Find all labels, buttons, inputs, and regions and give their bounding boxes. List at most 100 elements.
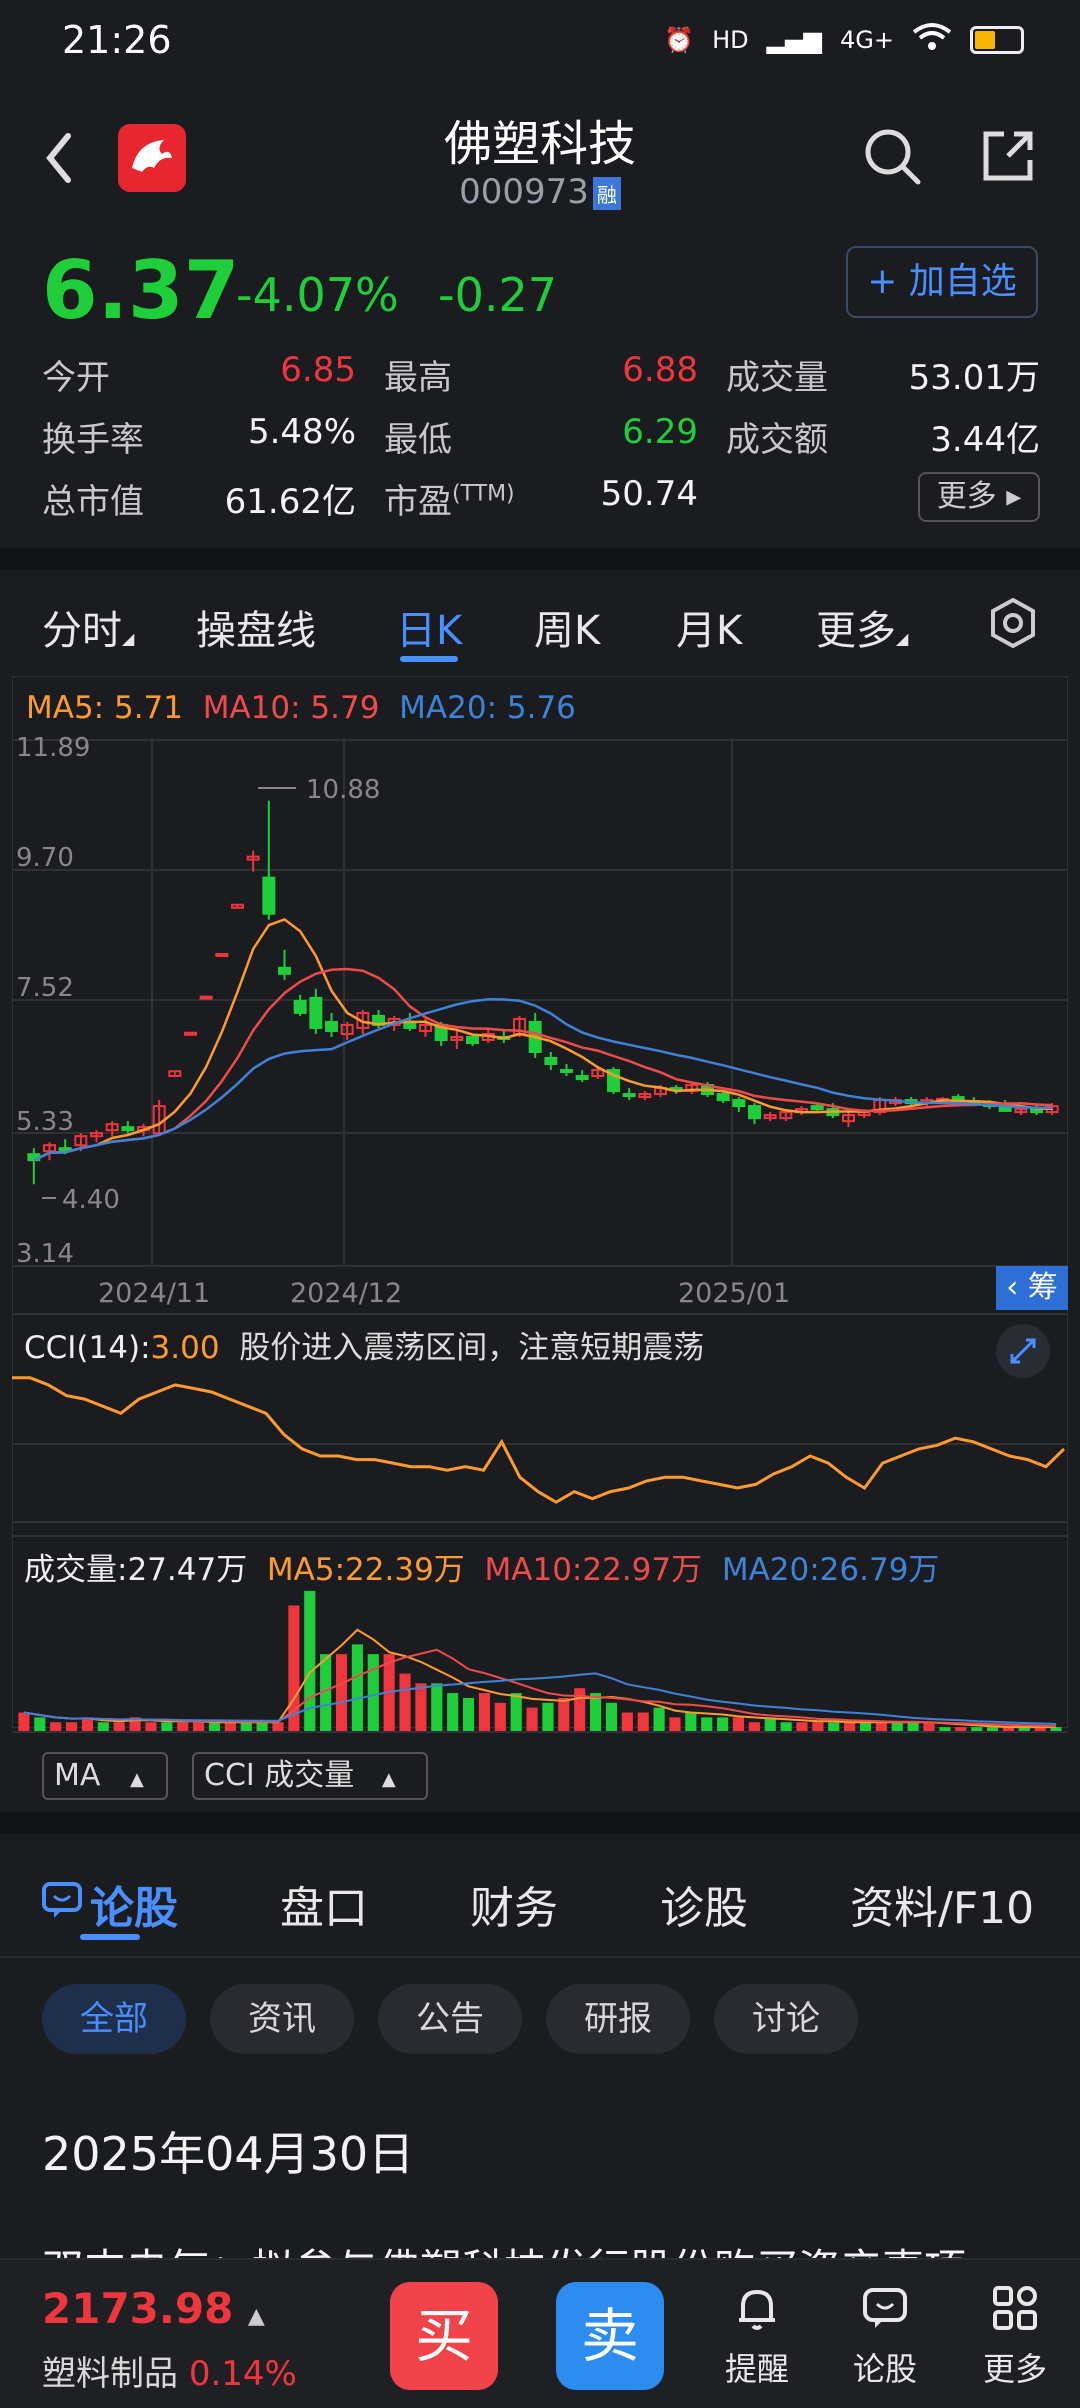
tab-weekly-k[interactable]: 周K [534,608,601,654]
candle-body [74,1135,88,1147]
candle-body [419,1023,432,1032]
volume-bar [526,1707,538,1732]
volume-bar [1034,1727,1046,1732]
share-icon[interactable] [978,126,1038,186]
tab-more[interactable]: 更多◢ [816,608,909,654]
filter-news[interactable]: 资讯 [210,1984,354,2054]
network-label: 4G+ [840,26,894,54]
stock-name: 佛塑科技 [443,116,636,172]
candles-layer [27,800,1059,1185]
feed-date: 2025年04月30日 [42,2127,415,2181]
volume-bar [590,1693,602,1732]
candle-body [325,1020,338,1032]
nav-more-label: 更多 [982,2350,1047,2388]
filter-discussion[interactable]: 讨论 [714,1984,858,2054]
kline-chart: 11.89 9.70 7.52 5.33 3.14 10.88 4.40 2024/11… [12,733,1068,1733]
section-divider [0,548,1080,570]
stat-value: 6.29 [622,412,698,452]
buy-button[interactable]: 买 [390,2282,498,2390]
filter-research[interactable]: 研报 [546,1984,690,2054]
nav-alert[interactable]: 提醒 [702,2282,812,2390]
volume-bar [478,1693,490,1732]
volume-bar [796,1722,808,1732]
current-price: 6.37 [42,244,240,337]
ma5-line [33,917,1053,1162]
chat-icon [863,2288,907,2328]
volume-title-row: 成交量:27.47万 MA5:22.39万 MA10:22.97万 MA20:2… [24,1544,939,1589]
volume-bar [240,1722,252,1732]
y-tick-label: 11.89 [16,733,90,763]
low-marker: 4.40 [62,1185,120,1215]
stat-value: 6.85 [280,350,356,390]
content-tab-indicator [80,1934,140,1940]
volume-bar [399,1673,411,1732]
tab-daily-k[interactable]: 日K [396,608,463,654]
volume-bar [1050,1727,1062,1732]
chart-period-tabs: 分时◢ 操盘线 日K 周K 月K 更多◢ [0,580,1080,670]
chart-container[interactable] [12,676,1068,1728]
tab-intraday[interactable]: 分时◢ [42,608,135,654]
ma10-line [33,967,1053,1162]
volume-bar [161,1722,173,1732]
volume-bar [844,1722,856,1732]
volume-bar [18,1712,30,1732]
volume-bar [907,1722,919,1732]
volume-bar [145,1722,157,1732]
sub-indicator-select[interactable]: CCI 成交量 ▲ [192,1752,428,1800]
grid-icon [993,2286,1037,2330]
expand-chart-button[interactable] [996,1324,1050,1378]
candle-body [199,995,213,1000]
candle-body [231,903,244,909]
stat-label: 成交额 [726,420,828,460]
vol-ma10-line [23,1648,1057,1728]
nav-discussion[interactable]: 论股 [830,2282,940,2390]
candle-body [560,1069,573,1074]
nav-more[interactable]: 更多 [960,2282,1070,2390]
y-tick-label: 9.70 [16,843,74,873]
add-watchlist-button[interactable]: + 加自选 [846,246,1038,318]
tab-order-book[interactable]: 盘口 [280,1883,368,1934]
margin-badge: 融 [592,177,621,210]
search-icon[interactable] [860,124,924,188]
volume-bar [637,1712,649,1732]
tab-monthly-k[interactable]: 月K [676,608,743,654]
volume-bar [50,1722,62,1732]
back-icon[interactable] [40,128,80,188]
tab-diagnosis[interactable]: 诊股 [660,1883,748,1934]
volume-bar [447,1693,459,1732]
tab-discussion[interactable]: 论股 [90,1883,178,1934]
tab-profile-f10[interactable]: 资料/F10 [850,1883,1035,1934]
volume-bar [717,1717,729,1732]
candle-body [810,1105,824,1111]
tab-trade-line[interactable]: 操盘线 [196,608,316,654]
sub-indicator-label: CCI 成交量 [204,1758,355,1793]
volume-title: 成交量:27.47万 [24,1552,248,1588]
candle-body [356,1011,370,1029]
y-tick-label: 3.14 [16,1239,74,1269]
chart-settings-icon[interactable] [986,596,1040,650]
volume-bar [335,1654,348,1732]
stat-value: 50.74 [600,474,698,514]
stat-label: 市盈(TTM) [384,481,515,522]
candle-body [591,1069,605,1078]
sell-button[interactable]: 卖 [556,2282,664,2390]
volume-bar [415,1683,427,1732]
more-stats-button[interactable]: 更多 ▸ [918,472,1040,522]
chip-distribution-button[interactable]: ‹ 筹 [996,1266,1068,1310]
price-change: -0.27 [438,268,558,322]
main-indicator-select[interactable]: MA ▲ [42,1752,168,1800]
volume-bar [208,1722,221,1732]
candle-body [638,1093,652,1099]
cci-note: 股价进入震荡区间，注意短期震荡 [239,1330,705,1366]
ma-legend: MA5: 5.71 MA10: 5.79 MA20: 5.76 [26,690,576,726]
filter-all[interactable]: 全部 [42,1984,186,2054]
candle-body [43,1144,56,1153]
tab-finance[interactable]: 财务 [470,1883,558,1934]
volume-layer [12,1590,1068,1733]
bottom-bar: 2173.98 ▲ 塑料制品 0.14% 买 卖 提醒 论股 更多 [0,2258,1080,2408]
ma5-label: MA5: 5.71 [26,690,183,726]
sector-index-value[interactable]: 2173.98 ▲ [42,2284,265,2333]
vol-ma5: MA5:22.39万 [266,1552,465,1588]
volume-bar [431,1683,443,1732]
filter-announcements[interactable]: 公告 [378,1984,522,2054]
